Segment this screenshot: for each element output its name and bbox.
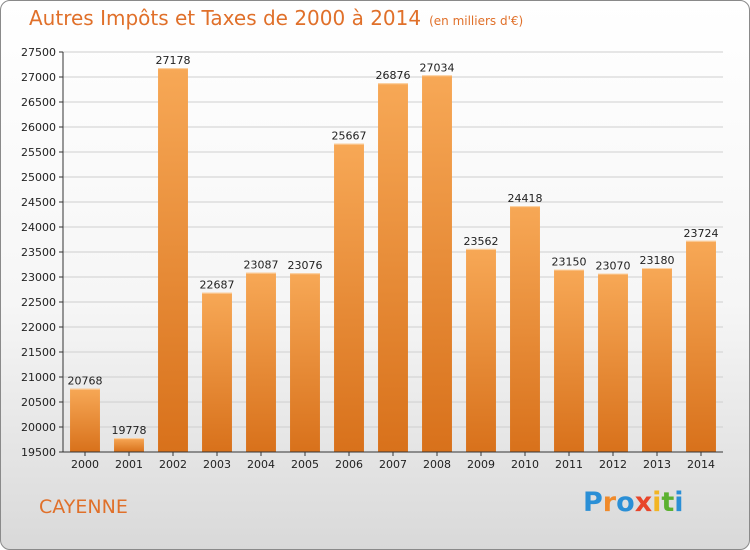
- data-label: 24418: [508, 192, 543, 205]
- y-tick-label: 27000: [21, 71, 56, 84]
- data-label: 22687: [200, 279, 235, 292]
- bar-2008: [422, 75, 452, 453]
- y-tick-label: 26000: [21, 121, 56, 134]
- logo-letter: x: [634, 487, 653, 518]
- bar-2001: [114, 438, 144, 452]
- y-tick-label: 20500: [21, 396, 56, 409]
- chart-title: Autres Impôts et Taxes de 2000 à 2014 (en…: [29, 6, 523, 30]
- bar-2004: [246, 272, 276, 452]
- proxiti-logo: Proxiti: [583, 487, 684, 518]
- y-tick-label: 22500: [21, 296, 56, 309]
- bar-2011: [554, 269, 584, 452]
- data-label: 20768: [68, 375, 103, 388]
- x-tick-label: 2001: [115, 458, 143, 471]
- y-tick-label: 21500: [21, 346, 56, 359]
- data-label: 23070: [596, 260, 631, 273]
- bar-2012: [598, 273, 628, 452]
- logo-letter: r: [602, 487, 617, 518]
- data-label: 19778: [112, 424, 147, 437]
- chart-unit-note: (en milliers d'€): [429, 14, 524, 28]
- x-tick-label: 2003: [203, 458, 231, 471]
- city-name: CAYENNE: [39, 496, 128, 518]
- bar-2010: [510, 206, 540, 452]
- x-tick-label: 2005: [291, 458, 319, 471]
- logo-letter: i: [652, 487, 662, 518]
- x-tick-label: 2006: [335, 458, 363, 471]
- x-tick-label: 2011: [555, 458, 583, 471]
- data-label: 27178: [156, 54, 191, 67]
- x-tick-label: 2010: [511, 458, 539, 471]
- bars: [70, 68, 716, 453]
- data-label: 27034: [420, 61, 455, 74]
- y-tick-label: 23500: [21, 246, 56, 259]
- y-tick-label: 23000: [21, 271, 56, 284]
- bar-2009: [466, 248, 496, 452]
- logo-letter: o: [616, 487, 635, 518]
- y-tick-label: 27500: [21, 46, 56, 59]
- bar-2000: [70, 388, 100, 452]
- chart-title-text: Autres Impôts et Taxes de 2000 à 2014: [29, 6, 422, 30]
- x-tick-label: 2008: [423, 458, 451, 471]
- data-label: 23087: [244, 259, 279, 272]
- bar-2007: [378, 83, 408, 452]
- logo-letter: P: [583, 487, 603, 518]
- x-tick-label: 2013: [643, 458, 671, 471]
- x-tick-label: 2000: [71, 458, 99, 471]
- y-tick-label: 20000: [21, 421, 56, 434]
- data-label: 23180: [640, 254, 675, 267]
- data-labels: 20768 19778 27178 22687 23087 23076 25667 26876…: [68, 54, 719, 437]
- y-tick-label: 26500: [21, 96, 56, 109]
- y-tick-label: 22000: [21, 321, 56, 334]
- bar-2002: [158, 68, 188, 452]
- y-tick-label: 24500: [21, 196, 56, 209]
- bar-2006: [334, 143, 364, 452]
- logo-letter: i: [674, 487, 684, 518]
- axes: 19500 20000 20500 21000 21500 22000 22500 23000…: [21, 46, 723, 471]
- data-label: 25667: [332, 130, 367, 143]
- x-tick-label: 2012: [599, 458, 627, 471]
- data-label: 23562: [464, 235, 499, 248]
- data-label: 23724: [684, 227, 719, 240]
- x-tick-label: 2014: [687, 458, 715, 471]
- y-tick-label: 24000: [21, 221, 56, 234]
- bar-2003: [202, 292, 232, 452]
- x-tick-label: 2002: [159, 458, 187, 471]
- data-label: 26876: [376, 69, 411, 82]
- bar-2014: [686, 240, 716, 452]
- logo-letter: t: [661, 487, 675, 518]
- y-tick-label: 25500: [21, 146, 56, 159]
- x-tick-label: 2007: [379, 458, 407, 471]
- x-tick-label: 2009: [467, 458, 495, 471]
- x-tick-label: 2004: [247, 458, 275, 471]
- y-tick-label: 21000: [21, 371, 56, 384]
- y-tick-label: 19500: [21, 446, 56, 459]
- data-label: 23076: [288, 259, 323, 272]
- y-tick-label: 25000: [21, 171, 56, 184]
- data-label: 23150: [552, 256, 587, 269]
- bar-2005: [290, 273, 320, 452]
- bar-2013: [642, 268, 672, 452]
